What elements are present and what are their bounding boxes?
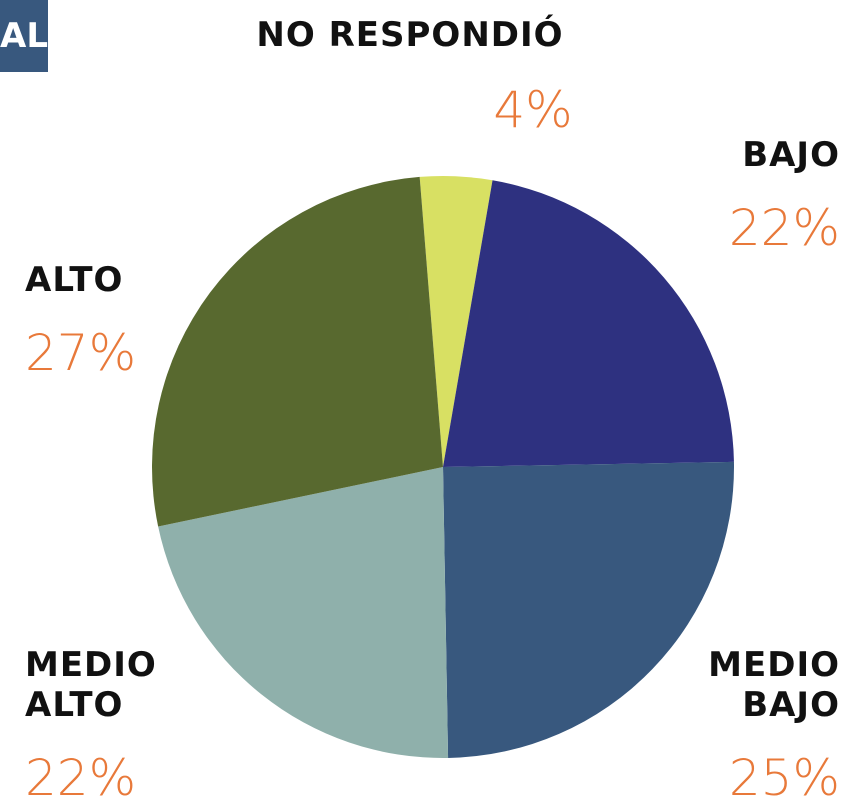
value-label: 27% xyxy=(25,324,137,382)
slice-label: MEDIO BAJO xyxy=(708,645,840,725)
pie-slice xyxy=(158,467,449,758)
pie-slice xyxy=(152,176,443,527)
value-label: 25% xyxy=(728,749,840,804)
pie-slice xyxy=(443,461,734,758)
value-label: 22% xyxy=(25,749,137,804)
slice-label: NO RESPONDIÓ xyxy=(256,15,564,55)
pie-slice xyxy=(419,176,493,467)
slice-label: BAJO xyxy=(742,135,840,175)
value-label: 22% xyxy=(728,199,840,257)
slice-label: MEDIO ALTO xyxy=(25,645,157,725)
badge: AL xyxy=(0,0,48,72)
slice-label: ALTO xyxy=(25,260,124,300)
pie-slice xyxy=(443,180,734,467)
value-label: 4% xyxy=(493,81,573,139)
